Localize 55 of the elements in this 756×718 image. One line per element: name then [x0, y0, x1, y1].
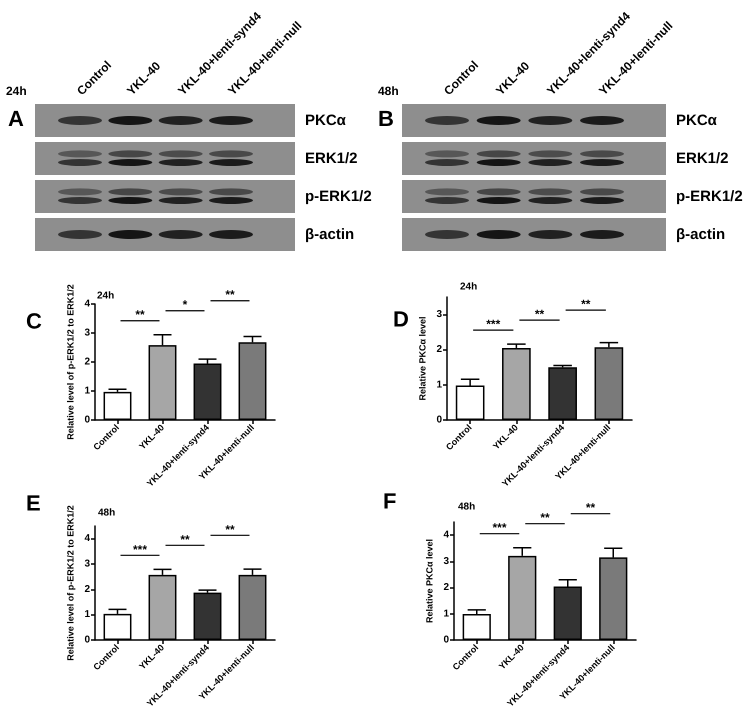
y-tick-label: 1 — [84, 386, 90, 396]
chart-subtitle: 48h — [98, 508, 116, 518]
chart-title: E — [26, 490, 41, 516]
y-axis-title: Relative level of p-ERK1/2 to ERK1/2 — [66, 284, 76, 440]
y-tick-label: 3 — [84, 328, 90, 338]
annotation: *** — [132, 542, 148, 556]
annotation: ** — [534, 307, 544, 322]
chart-title: C — [26, 308, 42, 334]
y-tick-label: 2 — [443, 582, 450, 594]
y-tick-label: 0 — [84, 634, 90, 646]
y-tick-label: 3 — [436, 309, 442, 320]
y-tick-label: 2 — [84, 356, 90, 368]
annotation: * — [182, 298, 188, 312]
category-label: β-actin — [676, 226, 726, 242]
annotation: *** — [492, 520, 507, 535]
y-axis-title: Relative PKCα level — [418, 316, 428, 401]
category-label: ERK1/2 — [305, 150, 358, 166]
y-axis-title: Relative level of p-ERK1/2 to ERK1/2 — [66, 505, 76, 661]
y-tick-label: 0 — [84, 414, 90, 426]
y-tick-label: 3 — [443, 556, 450, 567]
category-label: PKCα — [676, 112, 717, 128]
y-tick-label: 1 — [436, 379, 442, 390]
y-tick-label: 1 — [84, 609, 90, 620]
y-tick-label: 0 — [443, 634, 450, 646]
category-label: β-actin — [305, 226, 354, 242]
chart-subtitle: 24h — [97, 290, 114, 302]
text: 24h — [6, 84, 27, 98]
y-tick-label: 4 — [84, 298, 90, 310]
y-tick-label: 1 — [443, 608, 450, 620]
text: ** — [586, 500, 596, 515]
text: ** — [225, 288, 235, 302]
annotation: ** — [135, 308, 145, 322]
annotation: ** — [540, 510, 550, 525]
annotation: ** — [180, 532, 190, 546]
y-tick-label: 2 — [436, 344, 442, 356]
annotation: ** — [225, 522, 235, 536]
annotation: ** — [581, 297, 591, 312]
text: 48h — [378, 84, 399, 98]
y-axis-title: Relative PKCα level — [424, 538, 434, 624]
y-tick-label: 2 — [84, 584, 90, 595]
category-label: p-ERK1/2 — [676, 188, 743, 204]
y-tick-label: 3 — [84, 558, 90, 570]
text: B — [378, 106, 394, 132]
category-label: ERK1/2 — [676, 150, 729, 166]
y-tick-label: 4 — [84, 533, 90, 544]
text: A — [8, 106, 24, 132]
y-tick-label: 4 — [443, 530, 450, 541]
y-tick-label: 0 — [436, 414, 442, 426]
chart-title: D — [393, 306, 409, 332]
chart-subtitle: 24h — [460, 282, 478, 292]
category-label: p-ERK1/2 — [305, 188, 372, 204]
category-label: PKCα — [305, 112, 346, 128]
chart-subtitle: 48h — [458, 502, 476, 512]
annotation: *** — [486, 317, 501, 332]
chart-title: F — [383, 488, 396, 514]
